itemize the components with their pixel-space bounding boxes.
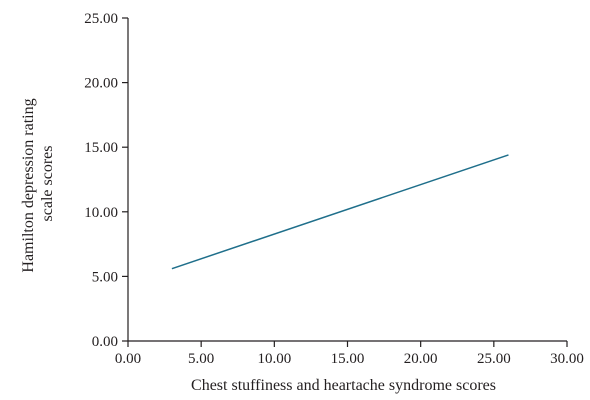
y-tick-label: 0.00 [92, 334, 118, 350]
x-tick-label: 5.00 [188, 351, 214, 367]
y-tick-label: 25.00 [84, 11, 118, 27]
x-tick-label: 0.00 [115, 351, 141, 367]
x-axis-title: Chest stuffiness and heartache syndrome … [191, 377, 496, 394]
axes [127, 18, 567, 342]
x-tick-label: 30.00 [550, 351, 584, 367]
x-tick-label: 15.00 [331, 351, 365, 367]
y-axis-title-line-2: scale scores [39, 146, 56, 222]
x-ticks: 0.00 5.00 10.00 15.00 20.00 25.00 30.00 [115, 341, 584, 367]
y-tick-label: 15.00 [84, 140, 118, 156]
series-layer [171, 154, 509, 270]
y-ticks: 0.00 5.00 10.00 15.00 20.00 25.00 [84, 11, 128, 350]
x-tick-label: 25.00 [477, 351, 511, 367]
y-tick-label: 20.00 [84, 76, 118, 92]
series-line [171, 154, 509, 270]
x-tick-label: 10.00 [257, 351, 291, 367]
y-tick-label: 10.00 [84, 205, 118, 221]
y-tick-label: 5.00 [92, 269, 118, 285]
x-tick-label: 20.00 [404, 351, 438, 367]
y-axis-title-line-1: Hamilton depression rating [20, 98, 37, 272]
y-axis-title: Hamilton depression rating scale scores [20, 94, 56, 272]
